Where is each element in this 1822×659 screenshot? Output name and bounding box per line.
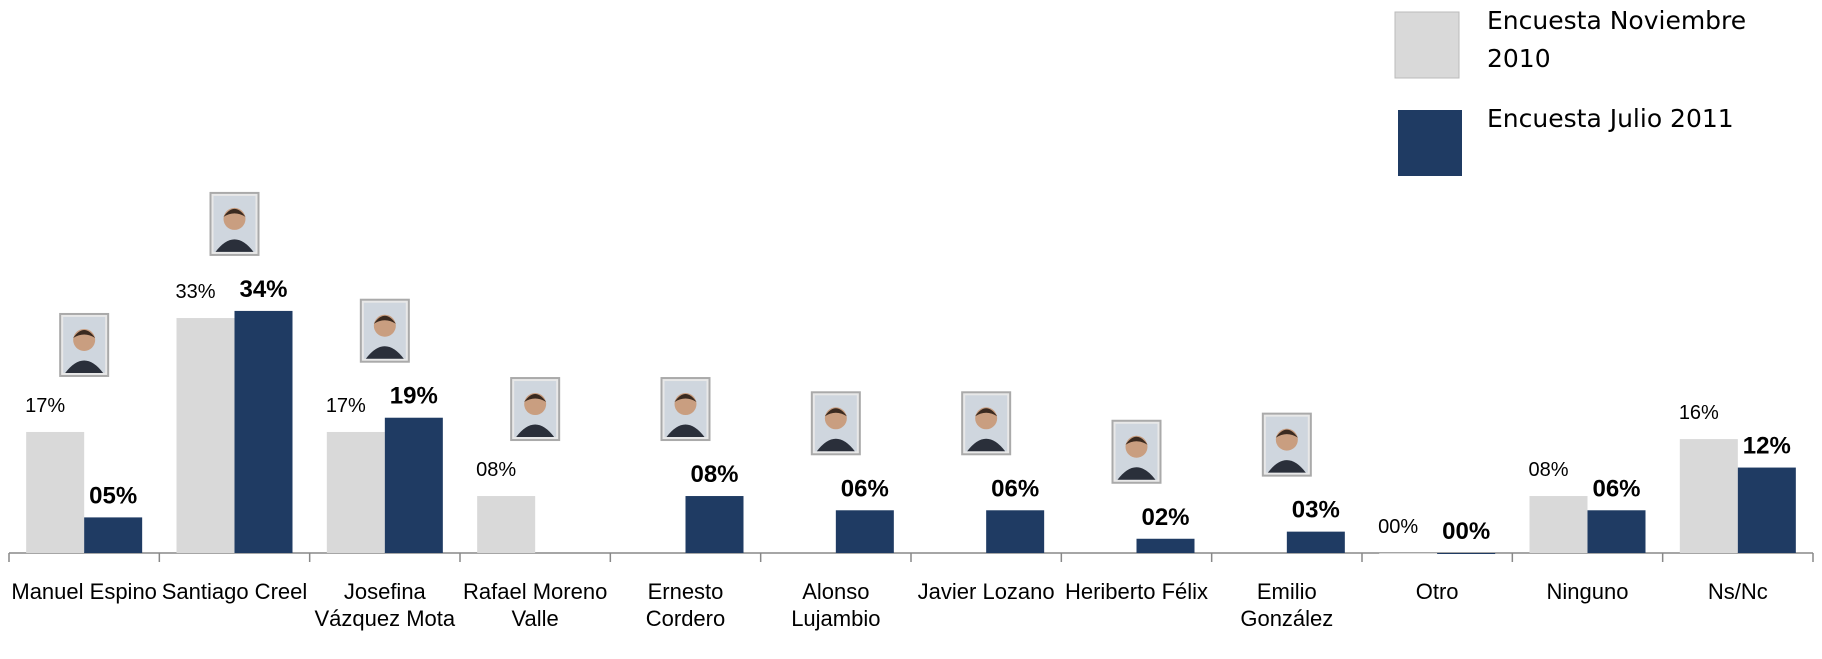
x-tick-label: Heriberto Félix: [1064, 579, 1209, 604]
value-label: 00%: [1442, 518, 1490, 545]
x-tick-label: Josefina Vázquez Mota: [314, 579, 456, 631]
bar: [1529, 496, 1588, 553]
x-tick-label: Ninguno: [1546, 579, 1629, 604]
x-tick-label: Ernesto Cordero: [645, 579, 726, 631]
bar: [1737, 467, 1796, 553]
value-label: 08%: [690, 461, 738, 488]
portrait-suit: [816, 438, 855, 452]
x-tick-label: Otro: [1415, 579, 1459, 604]
bar: [685, 496, 744, 553]
x-tick-label: Alonso Lujambio: [791, 579, 881, 631]
value-label: 06%: [1592, 475, 1640, 502]
bar: [26, 431, 85, 553]
bar: [1136, 538, 1195, 553]
bar: [384, 417, 443, 553]
value-label: 16%: [1679, 402, 1719, 424]
portrait-suit: [65, 360, 104, 373]
bar: [835, 510, 894, 553]
portrait-hair: [223, 208, 246, 217]
value-label: 06%: [841, 475, 889, 502]
portrait-hair: [975, 408, 998, 417]
value-label: 12%: [1743, 433, 1791, 460]
bar: [176, 318, 235, 553]
portrait-suit: [516, 424, 555, 438]
portrait-hair: [1125, 436, 1148, 445]
value-label: 05%: [89, 482, 137, 509]
portrait-hair: [674, 394, 697, 403]
bar: [234, 310, 293, 553]
value-label: 02%: [1141, 504, 1189, 531]
legend-label: Encuesta Julio 2011: [1487, 104, 1734, 133]
portrait-suit: [666, 424, 705, 438]
legend-swatch: [1394, 11, 1460, 79]
portrait-suit: [1267, 460, 1306, 473]
bar: [1379, 553, 1438, 554]
value-label: 00%: [1378, 516, 1418, 538]
value-label: 19%: [390, 383, 438, 410]
value-label: 03%: [1292, 497, 1340, 524]
bar: [326, 431, 385, 553]
portrait-suit: [1117, 467, 1156, 480]
bar: [477, 496, 536, 553]
portrait-suit: [967, 438, 1006, 452]
bar: [986, 510, 1045, 553]
value-label: 33%: [175, 281, 215, 303]
x-tick-label: Manuel Espino: [11, 579, 157, 604]
bar: [84, 517, 143, 553]
x-tick-label: Javier Lozano: [917, 579, 1055, 604]
portrait-hair: [373, 315, 396, 324]
value-label: 06%: [991, 475, 1039, 502]
value-label: 08%: [1528, 459, 1568, 481]
legend-label: Encuesta Noviembre 2010: [1487, 6, 1747, 73]
legend-swatch: [1398, 110, 1462, 176]
x-tick-label: Ns/Nc: [1707, 579, 1768, 604]
portrait-hair: [524, 394, 547, 403]
x-tick-label: Emilio González: [1240, 579, 1334, 631]
bar: [1587, 510, 1646, 553]
bar: [1286, 531, 1345, 553]
x-tick-label: Rafael Moreno Valle: [463, 579, 608, 631]
portrait-suit: [365, 346, 404, 359]
value-label: 17%: [326, 395, 366, 417]
value-label: 17%: [25, 395, 65, 417]
portrait-suit: [215, 239, 254, 252]
bar: [1437, 553, 1496, 554]
value-label: 34%: [239, 276, 287, 303]
value-label: 08%: [476, 459, 516, 481]
x-tick-label: Santiago Creel: [161, 579, 308, 604]
bar: [1679, 439, 1738, 553]
portrait-hair: [1275, 429, 1298, 438]
portrait-hair: [824, 408, 847, 417]
portrait-hair: [73, 329, 96, 338]
